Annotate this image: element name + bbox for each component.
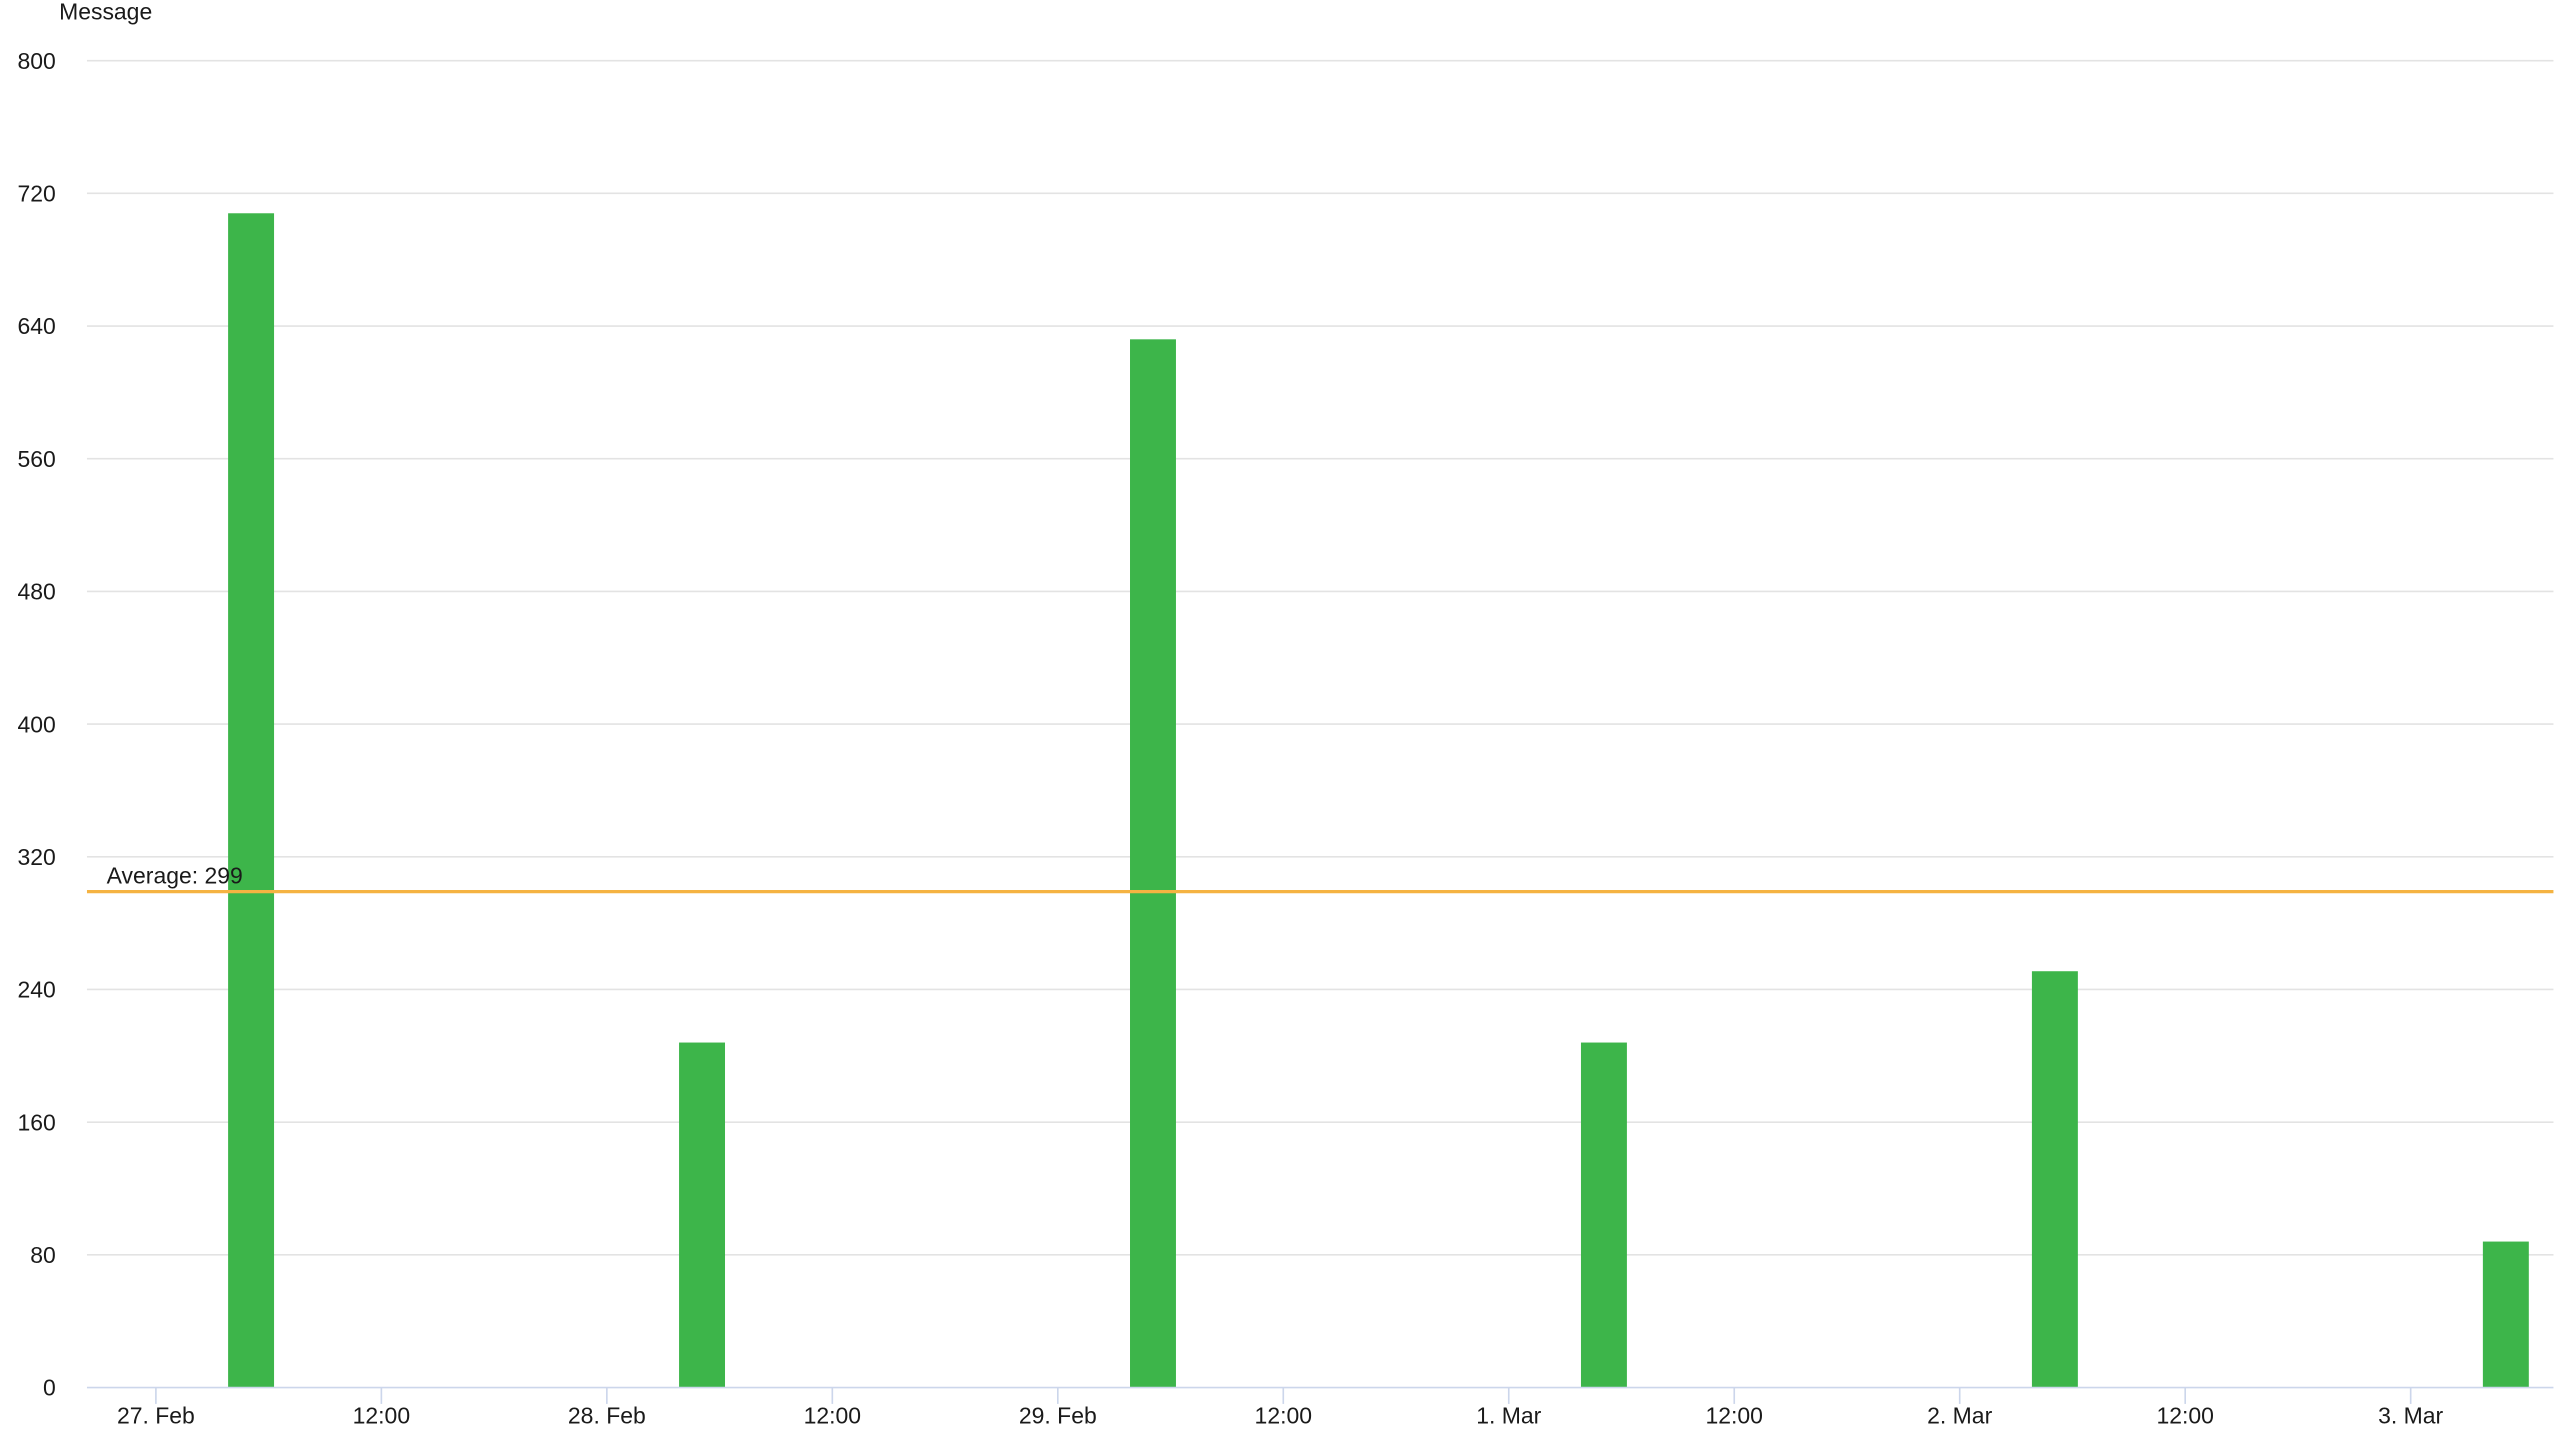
y-tick-label: 0 (43, 1375, 56, 1401)
x-tick-label: 1. Mar (1476, 1403, 1541, 1429)
average-label: Average: 299 (107, 862, 243, 888)
y-tick-label: 400 (17, 711, 55, 737)
x-tick-label: 12:00 (1255, 1403, 1312, 1429)
x-tick-label: 27. Feb (117, 1403, 195, 1429)
bar-1-mar[interactable] (1580, 1042, 1627, 1388)
y-tick-label: 640 (17, 313, 55, 339)
y-tick-label: 240 (17, 977, 55, 1003)
bar-28-feb[interactable] (679, 1042, 726, 1388)
y-tick-label: 80 (30, 1242, 56, 1268)
x-tick-label: 28. Feb (568, 1403, 646, 1429)
bar-29-feb[interactable] (1130, 339, 1176, 1388)
x-tick-label: 3. Mar (2378, 1403, 2443, 1429)
y-tick-label: 160 (17, 1109, 55, 1135)
x-tick-label: 12:00 (804, 1403, 861, 1429)
y-tick-label: 480 (17, 579, 55, 605)
x-tick-label: 29. Feb (1019, 1403, 1097, 1429)
bar-3-mar[interactable] (2482, 1241, 2529, 1388)
x-axis-ticks: 27. Feb 12:00 28. Feb 12:00 29. Feb 12:00 1. M… (117, 1387, 2444, 1429)
x-tick-label: 12:00 (353, 1403, 410, 1429)
x-tick-label: 12:00 (1706, 1403, 1763, 1429)
x-tick-label: 12:00 (2156, 1403, 2213, 1429)
y-tick-label: 320 (17, 844, 55, 870)
y-tick-label: 720 (17, 181, 55, 207)
bar-27-feb[interactable] (228, 213, 275, 1388)
x-tick-label: 2. Mar (1927, 1403, 1992, 1429)
bars (228, 213, 2529, 1388)
y-tick-label: 800 (17, 48, 55, 74)
gridlines (86, 59, 2554, 1256)
bar-2-mar[interactable] (2031, 971, 2078, 1388)
y-axis-ticks: 0 80 160 240 320 400 480 560 640 720 800 (17, 48, 55, 1401)
y-tick-label: 560 (17, 446, 55, 472)
y-axis-title: Message (59, 0, 152, 25)
